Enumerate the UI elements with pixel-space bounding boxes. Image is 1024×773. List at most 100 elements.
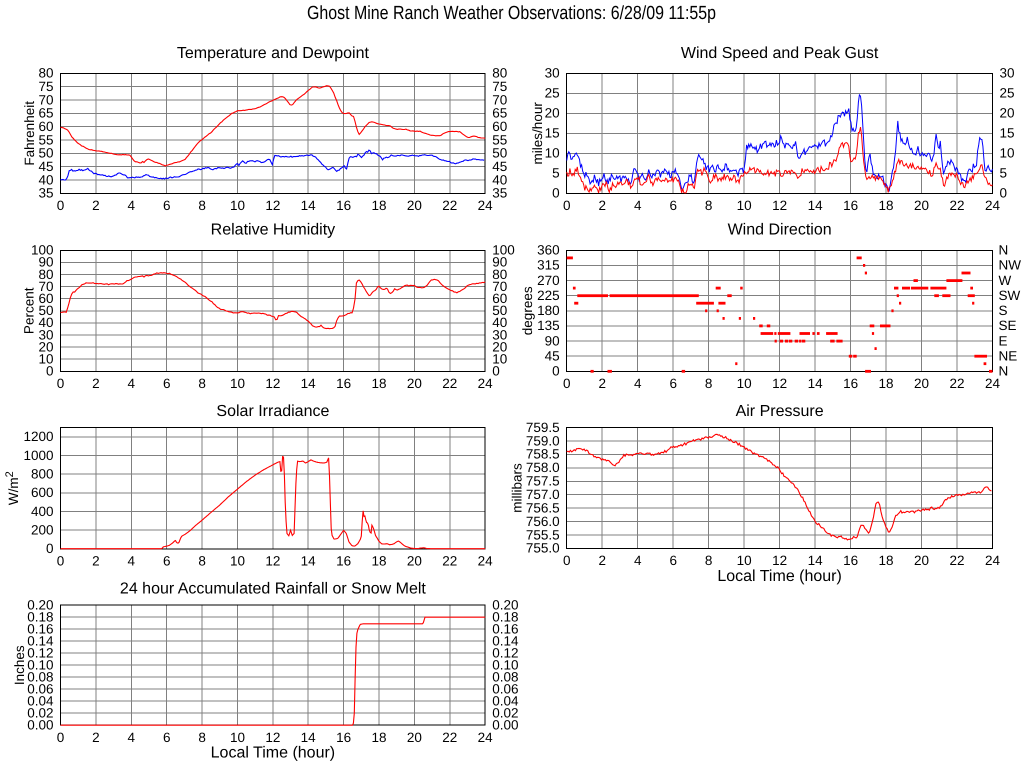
svg-text:15: 15	[1000, 126, 1015, 141]
svg-text:10: 10	[230, 376, 245, 391]
svg-text:14: 14	[808, 376, 824, 391]
svg-text:757.5: 757.5	[526, 474, 560, 489]
svg-text:24: 24	[478, 730, 494, 745]
svg-text:0: 0	[1000, 186, 1008, 201]
svg-text:10: 10	[737, 198, 752, 213]
svg-text:80: 80	[38, 267, 53, 282]
svg-text:16: 16	[336, 554, 351, 569]
svg-text:0: 0	[552, 186, 560, 201]
svg-text:0: 0	[46, 364, 54, 379]
svg-text:18: 18	[371, 554, 386, 569]
svg-text:20: 20	[914, 553, 929, 568]
svg-text:225: 225	[537, 288, 560, 303]
svg-text:8: 8	[705, 198, 713, 213]
svg-text:SW: SW	[999, 288, 1021, 303]
svg-text:0: 0	[492, 364, 500, 379]
svg-text:10: 10	[545, 146, 560, 161]
svg-text:90: 90	[492, 255, 507, 270]
svg-text:360: 360	[537, 243, 560, 258]
svg-text:24: 24	[985, 553, 1001, 568]
svg-text:0: 0	[46, 541, 54, 556]
svg-text:40: 40	[38, 172, 53, 187]
svg-text:0: 0	[563, 553, 571, 568]
svg-text:Relative Humidity: Relative Humidity	[211, 222, 335, 239]
svg-text:10: 10	[230, 554, 245, 569]
svg-text:4: 4	[634, 376, 642, 391]
svg-text:2: 2	[598, 553, 606, 568]
svg-text:16: 16	[843, 198, 858, 213]
svg-text:80: 80	[492, 267, 507, 282]
svg-text:50: 50	[492, 146, 507, 161]
svg-text:W: W	[999, 273, 1012, 288]
svg-text:Inches: Inches	[12, 645, 27, 685]
svg-text:12: 12	[265, 376, 280, 391]
svg-text:60: 60	[492, 119, 507, 134]
svg-text:4: 4	[128, 554, 136, 569]
svg-text:8: 8	[705, 553, 713, 568]
svg-text:14: 14	[301, 198, 317, 213]
svg-text:70: 70	[492, 279, 507, 294]
svg-text:6: 6	[163, 730, 171, 745]
svg-text:4: 4	[634, 553, 642, 568]
svg-text:30: 30	[1000, 66, 1015, 81]
svg-text:N: N	[999, 364, 1009, 379]
svg-text:22: 22	[442, 376, 457, 391]
svg-text:270: 270	[537, 273, 560, 288]
svg-text:20: 20	[407, 730, 422, 745]
svg-text:14: 14	[808, 198, 824, 213]
svg-text:Wind Speed and Peak Gust: Wind Speed and Peak Gust	[681, 45, 879, 62]
svg-text:80: 80	[492, 66, 507, 81]
svg-text:6: 6	[669, 376, 677, 391]
svg-text:14: 14	[301, 376, 317, 391]
svg-text:20: 20	[38, 339, 53, 354]
svg-text:24: 24	[985, 376, 1001, 391]
svg-text:2: 2	[598, 376, 606, 391]
svg-text:50: 50	[38, 303, 53, 318]
svg-text:20: 20	[407, 376, 422, 391]
svg-text:18: 18	[371, 198, 386, 213]
svg-text:60: 60	[492, 291, 507, 306]
svg-text:24: 24	[985, 198, 1001, 213]
svg-text:180: 180	[537, 303, 560, 318]
svg-text:0.06: 0.06	[27, 682, 53, 697]
svg-text:0.08: 0.08	[492, 670, 518, 685]
svg-text:756.5: 756.5	[526, 500, 560, 515]
svg-text:35: 35	[38, 186, 53, 201]
svg-text:8: 8	[705, 376, 713, 391]
svg-text:0: 0	[57, 730, 65, 745]
svg-text:90: 90	[545, 333, 560, 348]
svg-text:8: 8	[198, 554, 206, 569]
svg-text:50: 50	[492, 303, 507, 318]
svg-text:18: 18	[371, 376, 386, 391]
svg-text:4: 4	[128, 198, 136, 213]
svg-text:0.00: 0.00	[492, 718, 518, 733]
svg-text:24: 24	[478, 376, 494, 391]
svg-text:0.20: 0.20	[492, 598, 518, 613]
svg-text:NE: NE	[999, 349, 1018, 364]
svg-text:Percent: Percent	[22, 287, 37, 334]
svg-text:6: 6	[163, 554, 171, 569]
svg-text:20: 20	[407, 198, 422, 213]
svg-text:22: 22	[949, 553, 964, 568]
svg-text:60: 60	[38, 291, 53, 306]
svg-text:22: 22	[442, 198, 457, 213]
svg-text:10: 10	[737, 376, 752, 391]
svg-text:20: 20	[1000, 106, 1015, 121]
svg-text:45: 45	[492, 159, 507, 174]
svg-text:0.16: 0.16	[492, 622, 518, 637]
svg-text:100: 100	[31, 243, 54, 258]
svg-text:10: 10	[230, 198, 245, 213]
svg-text:70: 70	[38, 92, 53, 107]
svg-text:N: N	[999, 243, 1009, 258]
svg-text:759.5: 759.5	[526, 420, 560, 435]
svg-text:16: 16	[336, 376, 351, 391]
svg-text:60: 60	[38, 119, 53, 134]
svg-text:24 hour Accumulated Rainfall o: 24 hour Accumulated Rainfall or Snow Mel…	[120, 580, 426, 597]
svg-text:0.18: 0.18	[27, 610, 53, 625]
svg-text:25: 25	[1000, 86, 1015, 101]
svg-text:0.20: 0.20	[27, 598, 53, 613]
svg-text:NW: NW	[999, 258, 1022, 273]
svg-text:55: 55	[38, 132, 53, 147]
svg-text:20: 20	[914, 198, 929, 213]
svg-text:18: 18	[878, 198, 893, 213]
